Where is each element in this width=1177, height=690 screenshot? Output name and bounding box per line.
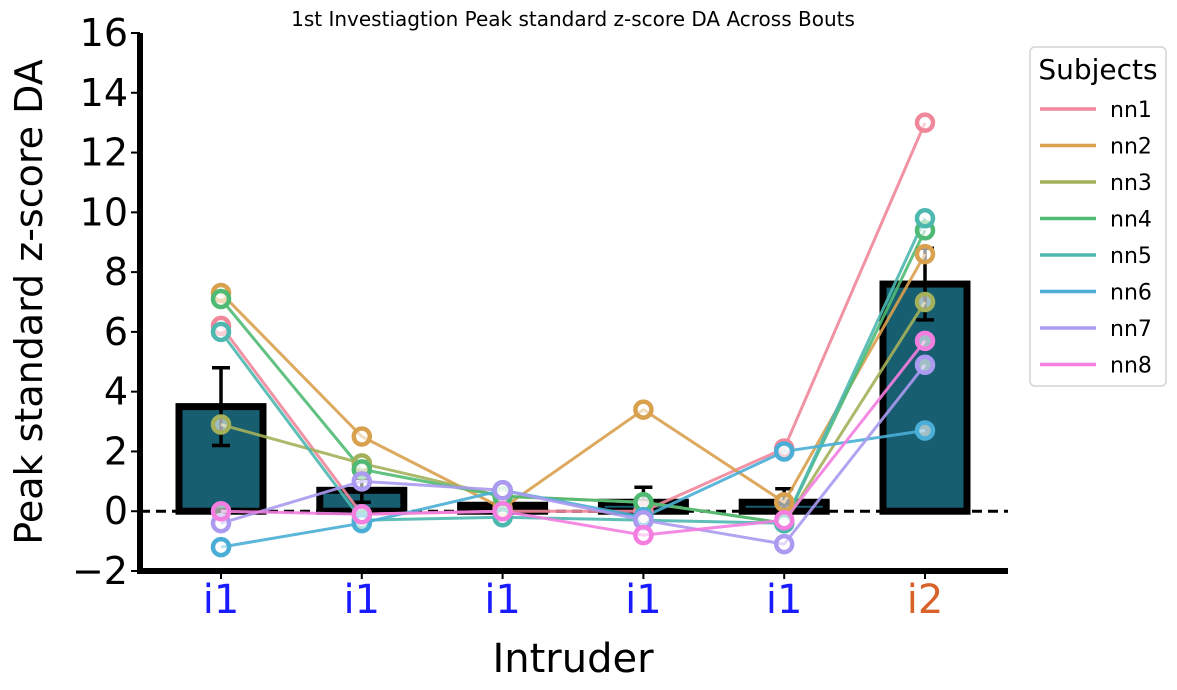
series-point-nn5-0	[210, 321, 232, 343]
legend-item-nn4: nn4	[1040, 208, 1152, 233]
y-tick-label: 0	[104, 489, 128, 533]
legend-label: nn4	[1110, 208, 1152, 233]
bars-layer	[175, 280, 971, 515]
y-tick-label: 16	[80, 11, 128, 55]
series-point-nn2-4	[773, 492, 795, 513]
series-point-nn3-0	[210, 414, 232, 435]
series-line-nn1	[219, 122, 927, 516]
legend-item-nn1: nn1	[1040, 98, 1152, 123]
x-tick-label-4: i1	[766, 577, 803, 623]
series-point-nn2-5	[914, 243, 936, 265]
legend-box	[1029, 46, 1167, 387]
legend-item-nn6: nn6	[1040, 281, 1152, 306]
series-point-nn6-5	[914, 420, 936, 441]
legend-item-nn5: nn5	[1040, 244, 1152, 269]
y-tick-label: 4	[104, 370, 128, 414]
series-point-nn3-5	[914, 291, 936, 313]
series-point-nn8-1	[351, 503, 373, 525]
y-axis-label: Peak standard z-score DA	[7, 59, 51, 544]
series-point-nn8-0	[210, 500, 232, 522]
y-tick-label: −2	[72, 549, 128, 593]
series-point-nn6-0	[210, 536, 232, 558]
series-point-nn7-2	[492, 480, 513, 501]
legend-item-nn8: nn8	[1040, 354, 1152, 379]
series-points-layer	[210, 112, 936, 558]
x-tick-label-0: i1	[203, 577, 240, 623]
series-point-nn8-3	[633, 524, 654, 546]
legend-label: nn5	[1110, 244, 1152, 269]
series-line-nn4	[219, 229, 927, 525]
legend-label: nn3	[1110, 171, 1152, 196]
y-tick-label: 6	[104, 310, 128, 354]
x-tick-label-5: i2	[907, 577, 944, 623]
series-line-nn8	[220, 339, 927, 537]
ticks-layer: −2 0 2 4 6 8 10 12 14 16 i1 i1 i1 i1 i1 i2	[72, 11, 943, 623]
legend-item-nn7: nn7	[1040, 317, 1152, 342]
series-line-nn2	[219, 253, 927, 510]
legend-label: nn1	[1110, 98, 1152, 123]
legend-label: nn7	[1110, 317, 1152, 342]
x-axis-label: Intruder	[492, 636, 654, 682]
series-point-nn8-5	[914, 330, 936, 352]
legend-title: Subjects	[1038, 53, 1157, 86]
series-point-nn2-1	[351, 426, 373, 447]
series-point-nn8-4	[773, 509, 795, 531]
series-point-nn6-4	[773, 441, 795, 462]
y-tick-label: 2	[104, 429, 128, 473]
y-tick-label: 8	[104, 250, 128, 294]
chart-title: 1st Investiagtion Peak standard z-score …	[291, 7, 855, 31]
legend-item-nn2: nn2	[1040, 135, 1152, 160]
x-tick-label-3: i1	[625, 577, 662, 623]
y-tick-label: 14	[80, 71, 128, 115]
y-tick-label: 12	[80, 131, 128, 175]
series-point-nn8-2	[492, 500, 513, 522]
legend-label: nn2	[1110, 135, 1152, 160]
x-tick-label-1: i1	[344, 577, 381, 623]
error-bars-layer	[212, 246, 934, 519]
series-line-nn7	[220, 363, 927, 546]
series-point-nn5-5	[914, 208, 936, 229]
legend: Subjects nn1 nn2 nn3 nn4 nn5 nn6 nn7 nn8	[1029, 46, 1167, 387]
axes-layer	[137, 33, 1008, 574]
y-tick-label: 10	[80, 190, 128, 234]
series-point-nn1-5	[914, 112, 936, 133]
series-point-nn4-0	[210, 288, 232, 310]
series-point-nn2-3	[633, 399, 654, 420]
legend-label: nn6	[1110, 281, 1152, 306]
legend-item-nn3: nn3	[1040, 171, 1152, 196]
series-point-nn7-5	[914, 354, 936, 376]
series-point-nn7-1	[351, 471, 373, 492]
legend-label: nn8	[1110, 354, 1152, 379]
series-point-nn7-4	[773, 533, 795, 555]
x-tick-label-2: i1	[484, 577, 521, 623]
series-lines-layer	[219, 122, 927, 549]
